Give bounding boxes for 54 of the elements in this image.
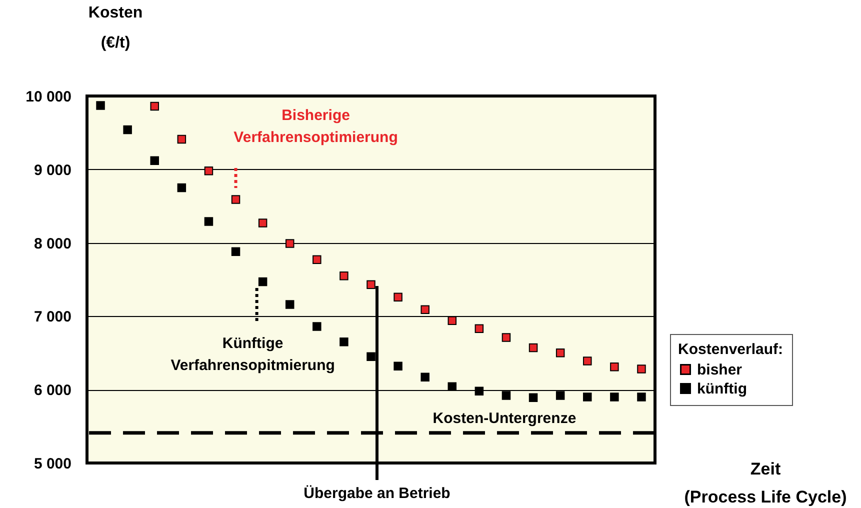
point: [366, 280, 376, 290]
point: [285, 239, 294, 248]
point: [123, 125, 132, 134]
legend-label: künftig: [697, 380, 747, 398]
point: [340, 338, 348, 346]
point: [556, 391, 565, 400]
x-axis-title: Zeit (Process Life Cycle): [684, 460, 847, 506]
point: [528, 343, 538, 352]
point: [420, 305, 430, 314]
point: [502, 333, 511, 342]
point: [556, 348, 565, 358]
ref-line-label: Kosten-Untergrenze: [432, 410, 576, 427]
point: [177, 134, 186, 144]
y-tick-label: 5 000: [34, 456, 72, 472]
point: [285, 300, 294, 309]
point: [177, 183, 186, 192]
point: [610, 362, 619, 372]
legend-label: bisher: [697, 362, 742, 378]
point: [258, 218, 268, 228]
text: Übergabe an Betrieb: [304, 485, 450, 502]
point: [528, 393, 538, 402]
y-tick-label: 7 000: [34, 308, 72, 326]
point: [150, 156, 159, 165]
point: [474, 324, 484, 334]
point: [96, 101, 105, 110]
y-tick-label: 6 000: [34, 382, 72, 400]
y-axis-title: Kosten (€/t): [88, 4, 143, 52]
annotation: Bisherige Verfahrensoptimierung: [234, 107, 398, 146]
point: [394, 292, 402, 302]
point: [150, 102, 159, 111]
point: [610, 392, 619, 402]
point: [204, 217, 214, 226]
annotation: Künftige Verfahrensopitmierung: [170, 335, 335, 374]
y-tick-label: 10 000: [26, 88, 72, 106]
point: [231, 195, 240, 204]
point: [204, 166, 214, 176]
point: [258, 277, 268, 286]
point: [474, 386, 484, 396]
point: [637, 364, 646, 374]
point: [583, 392, 592, 402]
y-tick-label: 9 000: [34, 162, 72, 179]
point: [637, 392, 646, 402]
point: [394, 362, 402, 370]
point: [231, 247, 240, 256]
point: [366, 352, 376, 361]
point: [312, 322, 322, 331]
point: [312, 255, 322, 264]
y-tick-label: 8 000: [34, 235, 72, 252]
point: [420, 372, 430, 382]
point: [502, 391, 511, 400]
point: [583, 356, 592, 366]
point: [340, 271, 348, 280]
legend-title: Kostenverlauf:: [678, 341, 784, 358]
point: [448, 316, 457, 325]
